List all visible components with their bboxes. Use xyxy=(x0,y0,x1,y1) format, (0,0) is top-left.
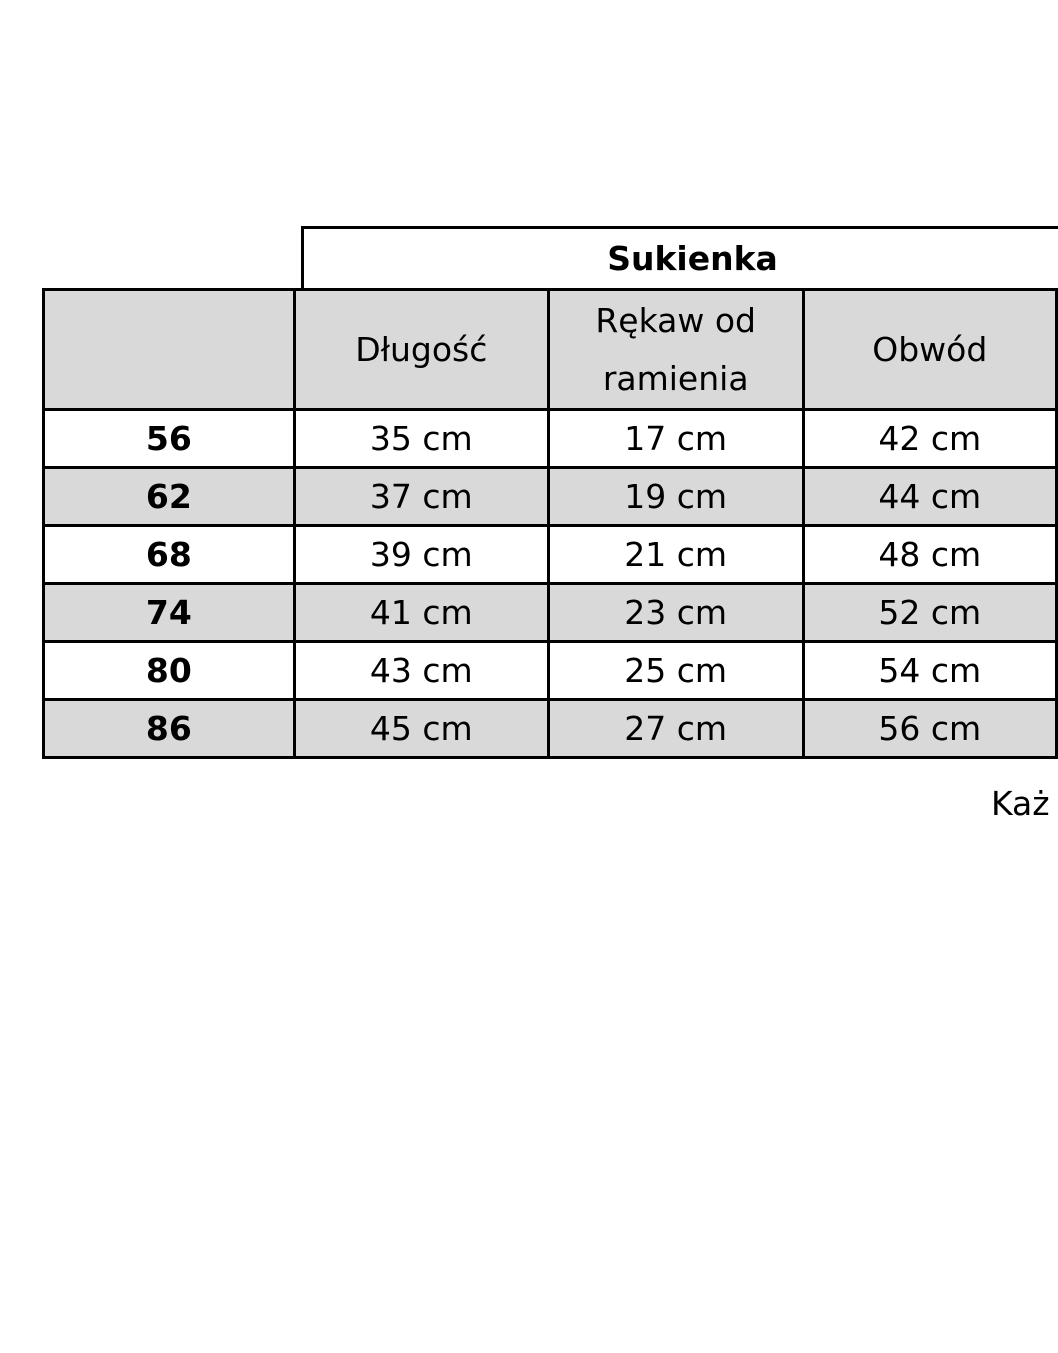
table-row: 74 41 cm 23 cm 52 cm xyxy=(42,582,1058,643)
value-cell: 25 cm xyxy=(546,640,805,701)
value-cell: 42 cm xyxy=(801,408,1058,469)
value-cell: 45 cm xyxy=(292,698,550,759)
header-cell-sleeve: Rękaw od ramienia xyxy=(546,288,805,411)
size-cell: 62 xyxy=(42,466,296,527)
table-row: 80 43 cm 25 cm 54 cm xyxy=(42,640,1058,701)
size-cell: 86 xyxy=(42,698,296,759)
value-cell: 37 cm xyxy=(292,466,550,527)
table-title: Sukienka xyxy=(607,239,778,278)
size-cell: 56 xyxy=(42,408,296,469)
size-cell: 80 xyxy=(42,640,296,701)
header-cell-length: Długość xyxy=(292,288,550,411)
table-row: 56 35 cm 17 cm 42 cm xyxy=(42,408,1058,469)
value-cell: 21 cm xyxy=(546,524,805,585)
value-cell: 54 cm xyxy=(801,640,1058,701)
size-chart-table: Długość Rękaw od ramienia Obwód 56 35 cm 1… xyxy=(42,288,1058,759)
header-cell-size xyxy=(42,288,296,411)
value-cell: 48 cm xyxy=(801,524,1058,585)
value-cell: 39 cm xyxy=(292,524,550,585)
size-cell: 68 xyxy=(42,524,296,585)
value-cell: 17 cm xyxy=(546,408,805,469)
value-cell: 27 cm xyxy=(546,698,805,759)
value-cell: 43 cm xyxy=(292,640,550,701)
value-cell: 44 cm xyxy=(801,466,1058,527)
value-cell: 35 cm xyxy=(292,408,550,469)
value-cell: 23 cm xyxy=(546,582,805,643)
header-row: Długość Rękaw od ramienia Obwód xyxy=(42,288,1058,411)
table-row: 86 45 cm 27 cm 56 cm xyxy=(42,698,1058,759)
value-cell: 19 cm xyxy=(546,466,805,527)
value-cell: 41 cm xyxy=(292,582,550,643)
value-cell: 56 cm xyxy=(801,698,1058,759)
header-cell-circumference: Obwód xyxy=(801,288,1058,411)
table-row: 62 37 cm 19 cm 44 cm xyxy=(42,466,1058,527)
footnote: Każ xyxy=(991,784,1050,823)
size-cell: 74 xyxy=(42,582,296,643)
table-title-cell: Sukienka xyxy=(301,226,1058,288)
table-row: 68 39 cm 21 cm 48 cm xyxy=(42,524,1058,585)
value-cell: 52 cm xyxy=(801,582,1058,643)
